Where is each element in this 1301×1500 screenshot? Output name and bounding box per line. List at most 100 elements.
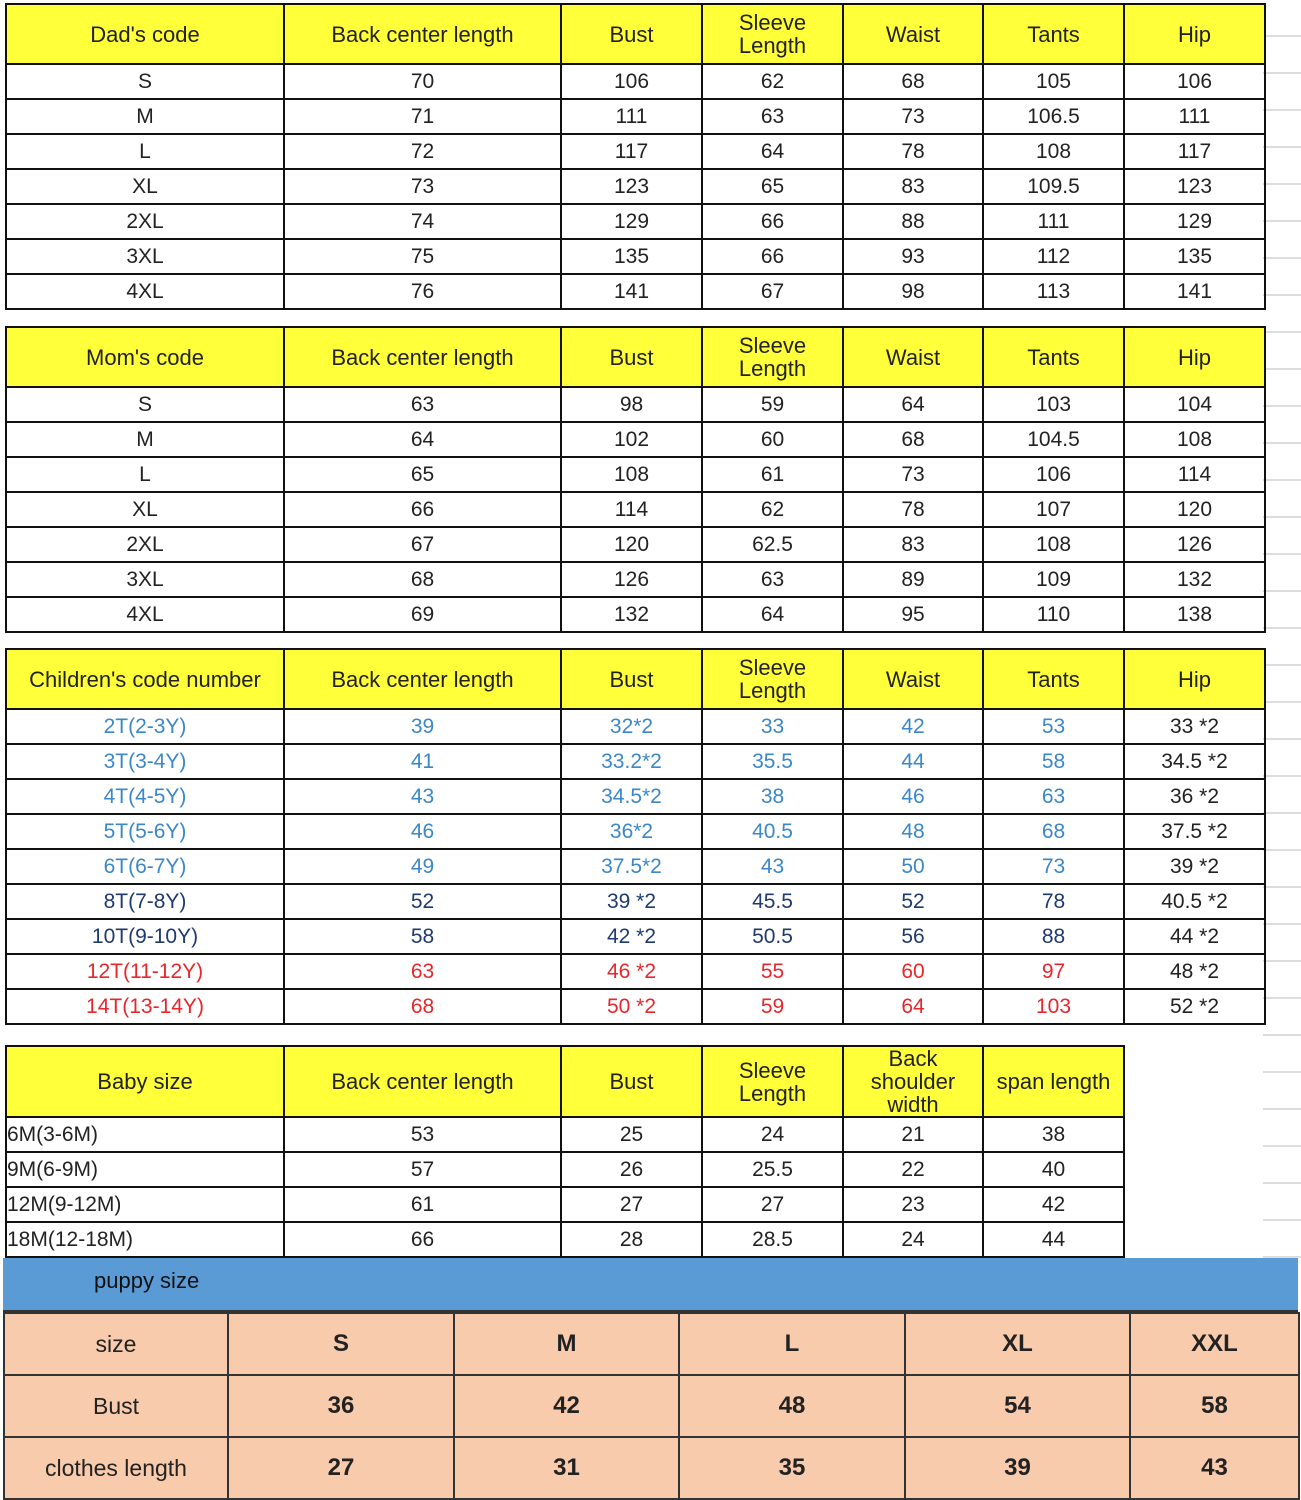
measurement-cell: 64: [283, 421, 562, 458]
measurement-cell: 88: [982, 918, 1125, 955]
measurement-cell: 98: [560, 386, 703, 423]
measurement-cell: 52: [842, 883, 984, 920]
measurement-cell: 46: [842, 778, 984, 815]
measurement-cell: 112: [982, 238, 1125, 275]
measurement-cell: 117: [1123, 133, 1266, 170]
size-label-cell: 2XL: [5, 203, 285, 240]
measurement-cell: 35.5: [701, 743, 844, 780]
measurement-cell: 26: [560, 1151, 703, 1188]
puppy-value-cell: S: [227, 1312, 455, 1376]
table-row: M 64 102 60 68 104.5 108: [5, 421, 1266, 458]
column-header: Tants: [982, 3, 1125, 65]
table-row: XL 73 123 65 83 109.5 123: [5, 168, 1266, 205]
measurement-cell: 38: [982, 1116, 1125, 1153]
table-row: S 70 106 62 68 105 106: [5, 63, 1266, 100]
table-row: 9M(6-9M) 57 26 25.5 22 40: [5, 1151, 1125, 1188]
size-label-cell: 8T(7-8Y): [5, 883, 285, 920]
measurement-cell: 22: [842, 1151, 984, 1188]
measurement-cell: 36 *2: [1123, 778, 1266, 815]
table-row: 6M(3-6M) 53 25 24 21 38: [5, 1116, 1125, 1153]
column-header: Back center length: [283, 648, 562, 710]
measurement-cell: 37.5 *2: [1123, 813, 1266, 850]
measurement-cell: 39 *2: [1123, 848, 1266, 885]
measurement-cell: 68: [842, 63, 984, 100]
size-label-cell: L: [5, 133, 285, 170]
measurement-cell: 27: [560, 1186, 703, 1223]
size-label-cell: 14T(13-14Y): [5, 988, 285, 1025]
measurement-cell: 111: [982, 203, 1125, 240]
column-header: Waist: [842, 326, 984, 388]
column-header: Back center length: [283, 1045, 562, 1118]
measurement-cell: 27: [701, 1186, 844, 1223]
measurement-cell: 52 *2: [1123, 988, 1266, 1025]
column-header: Bust: [560, 326, 703, 388]
measurement-cell: 66: [701, 203, 844, 240]
measurement-cell: 73: [842, 456, 984, 493]
measurement-cell: 40.5 *2: [1123, 883, 1266, 920]
measurement-cell: 45.5: [701, 883, 844, 920]
measurement-cell: 42 *2: [560, 918, 703, 955]
measurement-cell: 126: [1123, 526, 1266, 563]
puppy-value-cell: M: [453, 1312, 680, 1376]
measurement-cell: 64: [842, 988, 984, 1025]
measurement-cell: 129: [1123, 203, 1266, 240]
measurement-cell: 108: [982, 133, 1125, 170]
measurement-cell: 88: [842, 203, 984, 240]
size-label-cell: S: [5, 386, 285, 423]
measurement-cell: 48 *2: [1123, 953, 1266, 990]
size-label-cell: 6M(3-6M): [5, 1116, 285, 1153]
measurement-cell: 62: [701, 63, 844, 100]
measurement-cell: 97: [982, 953, 1125, 990]
measurement-cell: 83: [842, 168, 984, 205]
table-row: 8T(7-8Y) 52 39 *2 45.5 52 78 40.5 *2: [5, 883, 1266, 920]
column-header: Sleeve Length: [701, 1045, 844, 1118]
table-row: 5T(5-6Y) 46 36*2 40.5 48 68 37.5 *2: [5, 813, 1266, 850]
measurement-cell: 103: [982, 988, 1125, 1025]
column-header: Hip: [1123, 648, 1266, 710]
measurement-cell: 104: [1123, 386, 1266, 423]
column-header: Hip: [1123, 326, 1266, 388]
measurement-cell: 63: [982, 778, 1125, 815]
table-row: 12T(11-12Y) 63 46 *2 55 60 97 48 *2: [5, 953, 1266, 990]
table-row: 3XL 75 135 66 93 112 135: [5, 238, 1266, 275]
dad-size-table: Dad's code Back center length Bust Sleeve L…: [5, 3, 1266, 310]
measurement-cell: 75: [283, 238, 562, 275]
measurement-cell: 74: [283, 203, 562, 240]
size-label-cell: M: [5, 421, 285, 458]
puppy-row: Bust 36 42 48 54 58: [3, 1374, 1300, 1438]
measurement-cell: 50: [842, 848, 984, 885]
column-header: Back center length: [283, 326, 562, 388]
size-label-cell: 4XL: [5, 596, 285, 633]
measurement-cell: 64: [701, 596, 844, 633]
measurement-cell: 108: [1123, 421, 1266, 458]
table-row: 12M(9-12M) 61 27 27 23 42: [5, 1186, 1125, 1223]
header-row: Children's code number Back center length…: [5, 648, 1266, 710]
measurement-cell: 95: [842, 596, 984, 633]
measurement-cell: 109: [982, 561, 1125, 598]
measurement-cell: 62.5: [701, 526, 844, 563]
column-header: Bust: [560, 648, 703, 710]
measurement-cell: 63: [701, 98, 844, 135]
puppy-row-label: clothes length: [3, 1436, 229, 1500]
puppy-value-cell: 31: [453, 1436, 680, 1500]
measurement-cell: 41: [283, 743, 562, 780]
measurement-cell: 66: [283, 1221, 562, 1258]
measurement-cell: 23: [842, 1186, 984, 1223]
puppy-value-cell: 35: [678, 1436, 906, 1500]
measurement-cell: 44: [842, 743, 984, 780]
measurement-cell: 78: [982, 883, 1125, 920]
size-label-cell: 5T(5-6Y): [5, 813, 285, 850]
measurement-cell: 113: [982, 273, 1125, 310]
measurement-cell: 33.2*2: [560, 743, 703, 780]
puppy-value-cell: 43: [1129, 1436, 1300, 1500]
column-header: Bust: [560, 3, 703, 65]
size-label-cell: L: [5, 456, 285, 493]
puppy-value-cell: 42: [453, 1374, 680, 1438]
measurement-cell: 105: [982, 63, 1125, 100]
puppy-value-cell: 54: [904, 1374, 1131, 1438]
measurement-cell: 58: [982, 743, 1125, 780]
measurement-cell: 108: [982, 526, 1125, 563]
puppy-row-label: size: [3, 1312, 229, 1376]
measurement-cell: 76: [283, 273, 562, 310]
size-label-cell: XL: [5, 491, 285, 528]
